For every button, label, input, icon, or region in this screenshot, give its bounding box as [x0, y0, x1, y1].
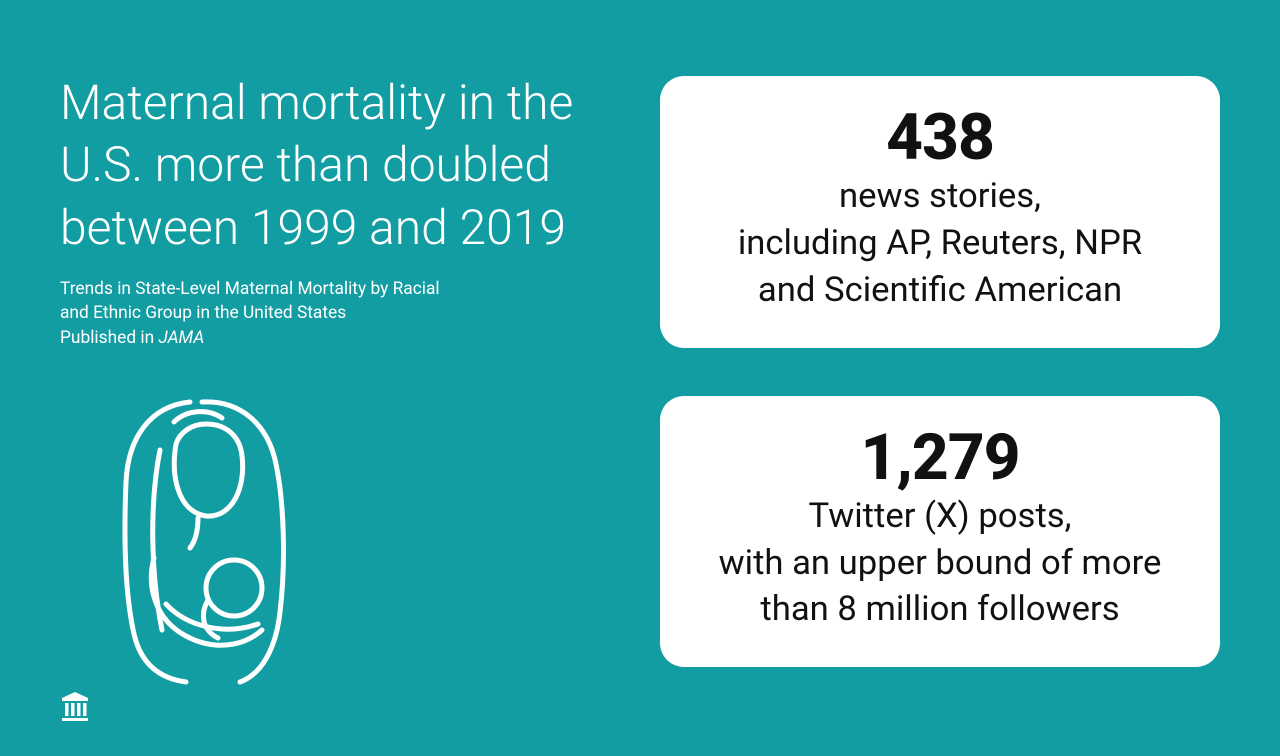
stat-card-twitter: 1,279 Twitter (X) posts,with an upper bo…	[660, 396, 1220, 668]
stat-number-twitter: 1,279	[700, 424, 1180, 491]
stat-number-news: 438	[700, 104, 1180, 171]
subtitle-block: Trends in State-Level Maternal Mortality…	[60, 277, 460, 350]
stat-desc-twitter: Twitter (X) posts,with an upper bound of…	[700, 493, 1180, 633]
left-column: Maternal mortality in the U.S. more than…	[60, 72, 620, 716]
headline-text: Maternal mortality in the U.S. more than…	[60, 72, 620, 259]
subtitle-line1: Trends in State-Level Maternal Mortality…	[60, 277, 460, 326]
infographic-slide: Maternal mortality in the U.S. more than…	[0, 0, 1280, 756]
stat-desc-news: news stories,including AP, Reuters, NPRa…	[700, 173, 1180, 313]
right-column: 438 news stories,including AP, Reuters, …	[620, 72, 1220, 716]
subtitle-line2: Published in JAMA	[60, 326, 460, 350]
subtitle-line2-italic: JAMA	[158, 328, 204, 348]
institution-logo-icon	[58, 690, 92, 728]
subtitle-line2-prefix: Published in	[60, 328, 158, 348]
mother-infant-icon	[90, 390, 620, 694]
stat-card-news: 438 news stories,including AP, Reuters, …	[660, 76, 1220, 348]
